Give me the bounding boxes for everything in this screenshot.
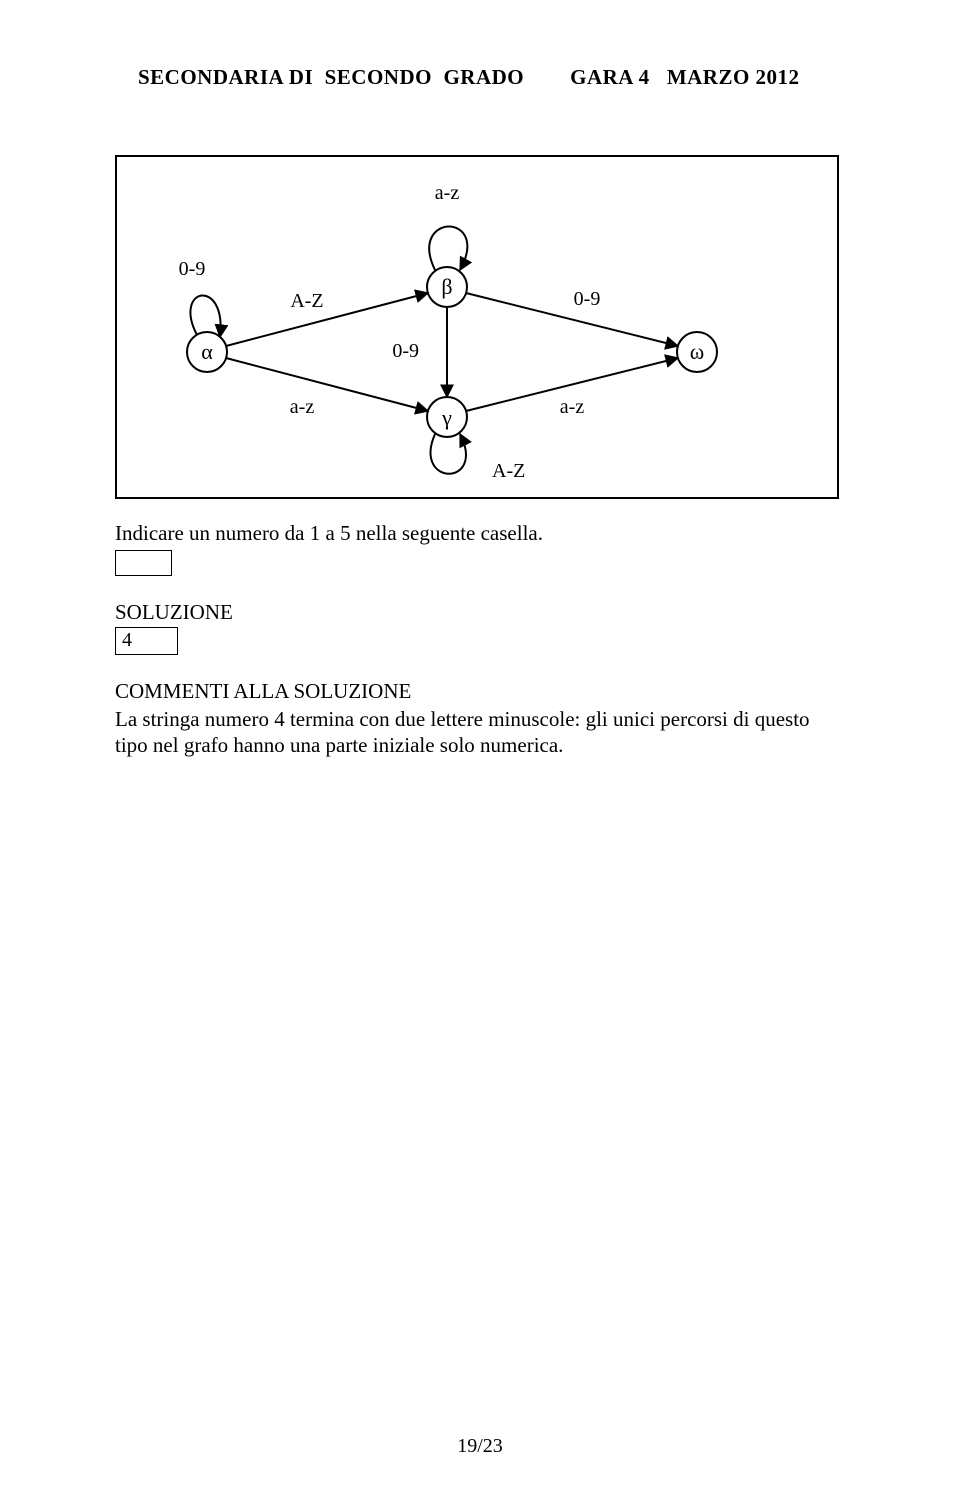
page-header: SECONDARIA DI SECONDO GRADO GARA 4 MARZO…: [115, 40, 845, 115]
edge-alpha-beta-label: A-Z: [290, 290, 323, 312]
edge-beta-gamma-label: 0-9: [392, 340, 419, 362]
node-beta-label: β: [441, 274, 452, 299]
prompt-text: Indicare un numero da 1 a 5 nella seguen…: [115, 521, 845, 546]
header-right: GARA 4 MARZO 2012: [570, 65, 799, 89]
edge-alpha-gamma: [226, 358, 428, 411]
node-omega-label: ω: [690, 339, 704, 364]
solution-title: SOLUZIONE: [115, 600, 845, 625]
comment-body: La stringa numero 4 termina con due lett…: [115, 706, 845, 759]
edge-beta-omega: [466, 293, 678, 346]
loop-gamma: [431, 434, 466, 474]
answer-input-box[interactable]: [115, 550, 172, 576]
edge-beta-omega-label: 0-9: [574, 288, 601, 310]
loop-alpha: [190, 295, 220, 337]
header-left: SECONDARIA DI SECONDO GRADO: [138, 65, 524, 89]
loop-beta-label: a-z: [435, 182, 460, 204]
node-gamma-label: γ: [441, 405, 452, 430]
edge-alpha-beta: [226, 293, 428, 346]
automaton-diagram: α β γ ω 0-9 a-z A-Z A-Z a-z 0-9 a-z: [115, 155, 839, 499]
node-alpha-label: α: [201, 339, 213, 364]
solution-value: 4: [115, 627, 178, 655]
comment-title: COMMENTI ALLA SOLUZIONE: [115, 679, 845, 704]
edge-gamma-omega-label: a-z: [560, 396, 585, 418]
loop-alpha-label: 0-9: [179, 258, 206, 280]
edge-alpha-gamma-label: a-z: [290, 396, 315, 418]
page-number: 19/23: [0, 1435, 960, 1458]
loop-gamma-label: A-Z: [492, 460, 525, 482]
loop-beta: [429, 227, 467, 271]
